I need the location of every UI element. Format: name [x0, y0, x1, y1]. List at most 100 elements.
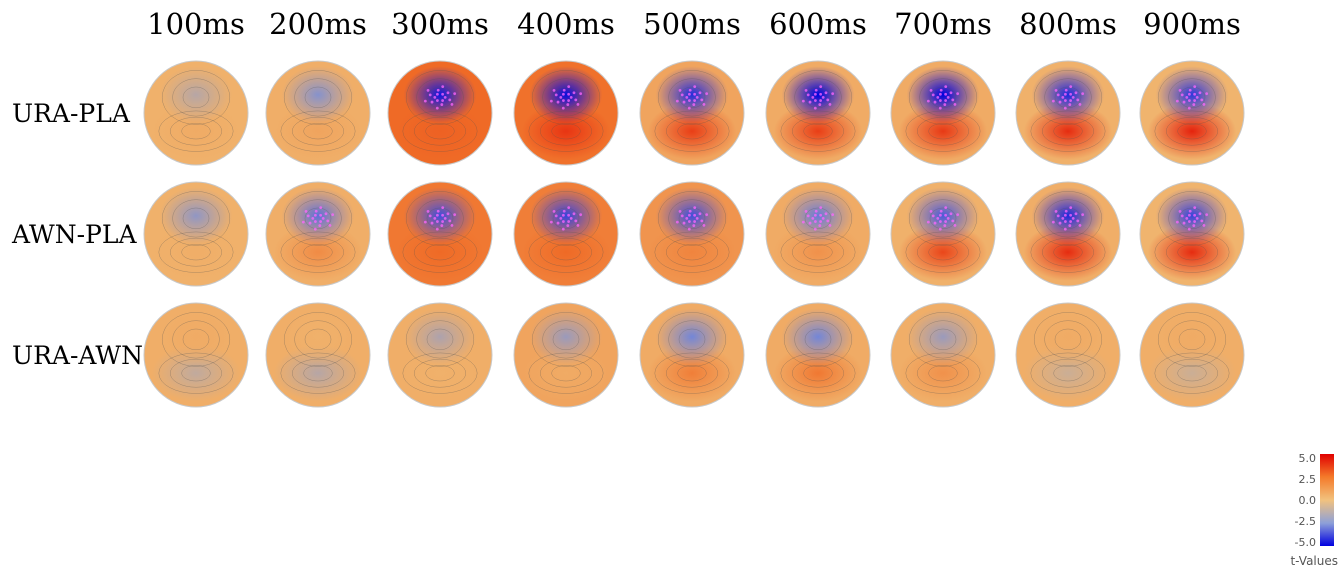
- time-label: 900ms: [1143, 7, 1241, 41]
- contour-line: [540, 237, 592, 267]
- anterior-activation: [403, 187, 477, 245]
- significant-electrode-marker: [1185, 96, 1189, 99]
- contour-line: [780, 110, 856, 152]
- significant-electrode-marker: [936, 217, 940, 220]
- contour-line: [917, 116, 969, 146]
- contour-line: [294, 78, 342, 117]
- contour-line: [1053, 123, 1083, 140]
- contour-line: [158, 352, 234, 394]
- significant-electrode-marker: [700, 219, 704, 223]
- contour-line: [1157, 312, 1227, 367]
- significant-electrode-marker: [818, 224, 822, 227]
- significant-electrode-marker: [450, 224, 454, 227]
- contour-line: [1166, 358, 1218, 388]
- significant-electrode-marker: [953, 103, 957, 106]
- topomap: [387, 302, 493, 408]
- significant-electrode-marker: [943, 103, 947, 106]
- significant-electrode-marker: [695, 217, 699, 220]
- topomap: [639, 181, 745, 287]
- significant-electrode-marker: [939, 99, 942, 102]
- significant-electrode-marker: [939, 209, 943, 213]
- head-outline: [265, 181, 371, 287]
- significant-electrode-marker: [301, 220, 305, 224]
- colorbar-gradient: [1320, 454, 1334, 546]
- contour-line: [929, 328, 957, 351]
- head-outline: [143, 302, 249, 408]
- contour-line: [303, 365, 333, 382]
- contour-line: [181, 365, 211, 382]
- contour-line: [666, 358, 718, 388]
- contour-line: [654, 231, 730, 273]
- contour-line: [426, 328, 454, 351]
- contour-line: [426, 86, 454, 109]
- contour-line: [414, 358, 466, 388]
- significant-electrode-marker: [1198, 212, 1202, 216]
- contour-line: [172, 199, 220, 238]
- contour-line: [292, 116, 344, 146]
- contour-line: [804, 207, 832, 230]
- contour-line: [668, 199, 716, 238]
- significant-electrode-marker: [1200, 219, 1204, 223]
- significant-electrode-marker: [806, 93, 810, 97]
- head-outline: [265, 60, 371, 166]
- significant-electrode-marker: [1068, 103, 1072, 106]
- significant-electrode-marker: [1069, 220, 1072, 223]
- anterior-activation: [281, 187, 355, 245]
- significant-electrode-marker: [688, 92, 691, 96]
- significant-electrode-marker: [804, 88, 808, 92]
- contour-line: [792, 116, 844, 146]
- topomap: [143, 181, 249, 287]
- significant-electrode-marker: [441, 99, 444, 102]
- significant-electrode-marker: [326, 219, 330, 223]
- significant-electrode-marker: [441, 92, 444, 96]
- significant-electrode-marker: [688, 99, 691, 102]
- significant-electrode-marker: [944, 206, 948, 210]
- contour-line: [425, 365, 455, 382]
- significant-electrode-marker: [433, 217, 437, 220]
- contour-line: [917, 237, 969, 267]
- significant-electrode-marker: [1056, 214, 1060, 218]
- contour-line: [1168, 320, 1216, 359]
- time-label: 200ms: [269, 7, 367, 41]
- row-label: AWN-PLA: [11, 220, 137, 249]
- contour-line: [1177, 365, 1207, 382]
- head-outline: [513, 60, 619, 166]
- contour-line: [780, 231, 856, 273]
- significant-electrode-marker: [695, 96, 699, 99]
- topomap: [639, 302, 745, 408]
- significant-electrode-marker: [946, 96, 950, 99]
- significant-electrode-marker: [688, 213, 691, 217]
- significant-electrode-marker: [1068, 224, 1072, 227]
- significant-electrode-marker: [1064, 220, 1067, 223]
- contour-line: [294, 199, 342, 238]
- contour-line: [929, 86, 957, 109]
- significant-electrode-marker: [556, 100, 560, 104]
- topomap: [513, 181, 619, 287]
- contour-line: [1054, 86, 1082, 109]
- significant-electrode-marker: [819, 213, 822, 217]
- anterior-activation: [655, 187, 729, 245]
- topomap: [1139, 302, 1245, 408]
- significant-electrode-marker: [1188, 88, 1192, 92]
- contour-line: [425, 244, 455, 261]
- significant-electrode-marker: [926, 220, 930, 224]
- significant-electrode-marker: [698, 91, 702, 95]
- significant-electrode-marker: [705, 213, 709, 217]
- significant-electrode-marker: [687, 227, 691, 231]
- significant-electrode-marker: [1193, 206, 1197, 210]
- significant-electrode-marker: [814, 209, 818, 213]
- contour-line: [161, 312, 231, 367]
- significant-electrode-marker: [572, 91, 576, 95]
- significant-electrode-marker: [951, 98, 955, 102]
- significant-electrode-marker: [306, 214, 310, 218]
- significant-electrode-marker: [443, 217, 447, 220]
- anterior-activation: [1031, 308, 1105, 366]
- anterior-activation: [403, 66, 477, 124]
- contour-line: [1053, 244, 1083, 261]
- significant-electrode-marker: [693, 85, 697, 89]
- contour-line: [678, 207, 706, 230]
- contour-line: [1166, 237, 1218, 267]
- time-label: 600ms: [769, 7, 867, 41]
- significant-electrode-marker: [1064, 99, 1067, 102]
